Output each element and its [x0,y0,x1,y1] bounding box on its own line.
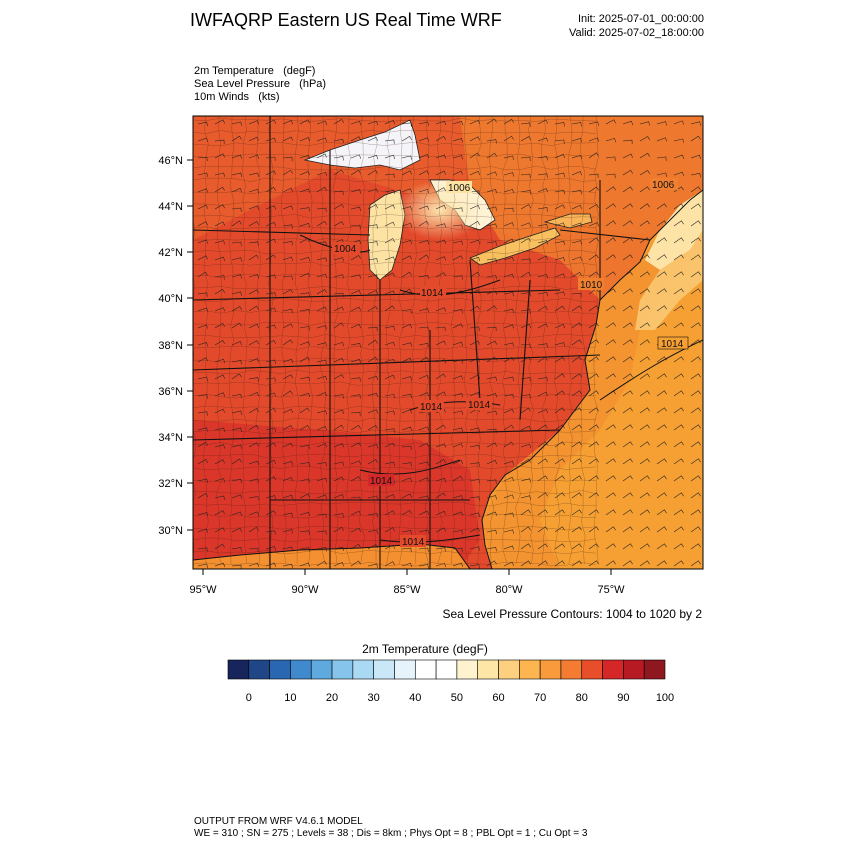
lon-label: 85°W [393,584,421,596]
contour-note: Sea Level Pressure Contours: 1004 to 102… [442,607,703,621]
field-label-temperature: 2m Temperature (degF) [194,65,316,77]
gulf-coastline [193,543,471,569]
colorbar-tick-label: 100 [656,692,674,704]
lat-label: 30°N [158,525,183,537]
colorbar-tick-label: 10 [284,692,296,704]
michigan-cool-area [395,180,485,240]
lon-label: 90°W [291,584,319,596]
lat-label: 46°N [158,155,183,167]
pressure-label: 1014 [421,288,444,299]
colorbar-swatch [602,659,624,680]
colorbar-tick-label: 0 [246,692,252,704]
colorbar-tick-label: 40 [409,692,421,704]
colorbar-swatch [227,659,250,680]
map-frame [192,115,704,570]
latitude-axis: 46°N 44°N 42°N 40°N 38°N 36°N 34°N 32°N … [158,155,193,537]
init-time: Init: 2025-07-01_00:00:00 [578,13,704,25]
colorbar-swatch [290,659,312,680]
colorbar-swatch [477,659,499,680]
colorbar-tick-label: 90 [617,692,629,704]
lat-label: 40°N [158,293,183,305]
pressure-label: 1004 [334,244,357,255]
pressure-labels: 1006 1006 1004 1014 1010 1014 1014 1014 … [332,178,689,548]
colorbar-swatch [414,659,437,680]
temperature-colorbar [227,659,666,680]
lat-label: 38°N [158,340,183,352]
lat-label: 32°N [158,478,183,490]
colorbar-swatch [435,659,458,680]
colorbar-swatch [394,659,416,680]
field-label-winds: 10m Winds (kts) [194,91,280,103]
state-boundaries [193,116,651,569]
atlantic-coastline [481,189,703,569]
pressure-label: 1014 [420,402,443,413]
colorbar-tick-label: 60 [492,692,504,704]
pressure-label: 1014 [468,400,491,411]
pressure-label: 1010 [580,280,603,291]
colorbar-tick-label: 30 [368,692,380,704]
wind-barbs [197,118,701,569]
colorbar-tick-label: 20 [326,692,338,704]
colorbar-swatch [456,659,479,680]
colorbar-tick-label: 80 [576,692,588,704]
colorbar-swatch [248,659,270,680]
lake-ontario [543,213,593,229]
lon-label: 95°W [189,584,217,596]
lat-label: 42°N [158,247,183,259]
cool-water-offshore [635,230,703,330]
colorbar-swatch [310,659,333,680]
valid-time: Valid: 2025-07-02_18:00:00 [569,27,704,39]
colorbar-swatch [539,659,562,680]
colorbar-swatch [498,659,520,680]
colorbar-swatch [560,659,583,680]
colorbar-title: 2m Temperature (degF) [362,642,488,656]
colorbar-tick-label: 50 [451,692,463,704]
pressure-label: 1014 [370,476,393,487]
colorbar-tick-labels: 0 10 20 30 40 50 60 70 80 90 100 [246,692,674,704]
map-title: IWFAQRP Eastern US Real Time WRF [190,10,502,30]
cool-water-newengland [645,190,703,270]
lat-label: 36°N [158,386,183,398]
pressure-label: 1006 [652,180,675,191]
model-info: OUTPUT FROM WRF V4.6.1 MODEL [194,816,363,827]
pressure-label: 1014 [402,537,425,548]
colorbar-swatch [373,659,395,680]
lon-label: 75°W [597,584,625,596]
longitude-axis: 95°W 90°W 85°W 80°W 75°W [189,569,625,596]
county-boundaries [193,116,599,567]
gulf-of-mexico [193,544,470,569]
colorbar-tick-label: 70 [534,692,546,704]
atlantic-nearshore [482,190,703,569]
lake-superior [303,119,421,171]
colorbar-swatch [331,659,354,680]
lat-label: 34°N [158,432,183,444]
pressure-label: 1014 [661,339,684,350]
colorbar-swatch [581,659,603,680]
colorbar-swatch [519,659,541,680]
pressure-label: 1006 [448,183,471,194]
model-config: WE = 310 ; SN = 275 ; Levels = 38 ; Dis … [194,828,588,839]
lake-erie [469,227,561,266]
lon-label: 80°W [495,584,523,596]
lat-label: 44°N [158,201,183,213]
colorbar-swatch [623,659,645,680]
colorbar-swatch [269,659,291,680]
colorbar-swatch [643,659,666,680]
field-label-pressure: Sea Level Pressure (hPa) [194,78,327,90]
pressure-contours [299,234,703,543]
colorbar-swatch [352,659,374,680]
